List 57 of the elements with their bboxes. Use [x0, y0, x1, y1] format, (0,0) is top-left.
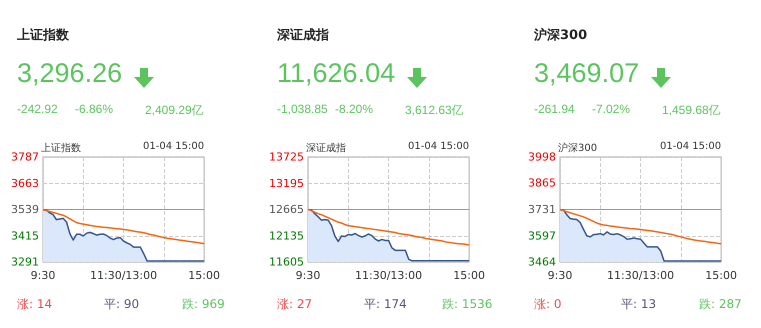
y-tick-label: 3998	[528, 150, 556, 164]
x-tick-label: 9:30	[548, 269, 572, 282]
y-tick-label: 3597	[528, 229, 556, 242]
text: 涨: 14	[17, 296, 52, 313]
y-tick-label: 3731	[528, 203, 556, 216]
x-tick-label: 15:00	[453, 269, 485, 282]
y-tick-label: 3865	[528, 176, 556, 190]
text: 2,409.29亿	[145, 102, 204, 119]
text: -242.92	[17, 102, 58, 116]
text: 01-04 15:00	[660, 141, 722, 152]
line-series	[559, 208, 722, 244]
y-tick-label: 13195	[269, 176, 304, 190]
chart-subtitle: 11,626.04	[277, 58, 396, 89]
x-tick-label: 9:30	[296, 269, 320, 282]
y-tick-label: 3415	[11, 229, 39, 242]
x-tick-label: 11:30/13:00	[90, 269, 158, 282]
y-tick-label: 3539	[11, 203, 39, 216]
y-tick-label: 3291	[11, 256, 39, 268]
line-series	[307, 208, 470, 246]
chart-subtitle: 3,469.07	[534, 58, 640, 89]
text: 深证成指	[306, 142, 346, 155]
y-tick-label: 3787	[11, 150, 39, 164]
text: 跌: 969	[182, 296, 225, 313]
text: 3,612.63亿	[405, 102, 464, 119]
y-tick-label: 12135	[269, 229, 304, 242]
text: -7.02%	[592, 102, 630, 116]
y-tick-label: 3663	[11, 176, 39, 190]
x-tick-label: 9:30	[30, 269, 56, 282]
text: 上证指数	[41, 142, 81, 155]
chart-title: 上证指数	[17, 27, 69, 44]
text: 1,459.68亿	[662, 102, 721, 119]
text: 平: 174	[364, 296, 407, 313]
line-series	[42, 208, 205, 244]
x-tick-label: 15:00	[188, 269, 220, 282]
y-tick-label: 13725	[269, 150, 304, 164]
text: 平: 90	[104, 296, 140, 313]
text: -1,038.85	[277, 102, 328, 116]
x-tick-label: 11:30/13:00	[355, 269, 422, 282]
y-tick-label: 3464	[528, 256, 556, 268]
text: 涨: 27	[277, 296, 312, 313]
chart-title: 沪深300	[534, 26, 588, 44]
x-tick-label: 11:30/13:00	[607, 269, 674, 282]
text: 平: 13	[621, 296, 656, 313]
chart-title: 深证成指	[277, 27, 329, 44]
text: 沪深300	[558, 142, 598, 155]
text: 01-04 15:00	[408, 141, 470, 152]
y-tick-label: 11605	[269, 256, 304, 268]
text: 涨: 0	[534, 296, 562, 313]
text: 跌: 1536	[442, 296, 492, 313]
y-tick-label: 12665	[269, 203, 304, 216]
text: -8.20%	[335, 102, 374, 116]
text: -261.94	[534, 102, 575, 116]
chart-subtitle: 3,296.26	[17, 58, 122, 89]
text: 跌: 287	[699, 296, 742, 313]
text: 01-04 15:00	[143, 141, 204, 152]
x-tick-label: 15:00	[705, 269, 737, 282]
text: -6.86%	[75, 102, 114, 116]
